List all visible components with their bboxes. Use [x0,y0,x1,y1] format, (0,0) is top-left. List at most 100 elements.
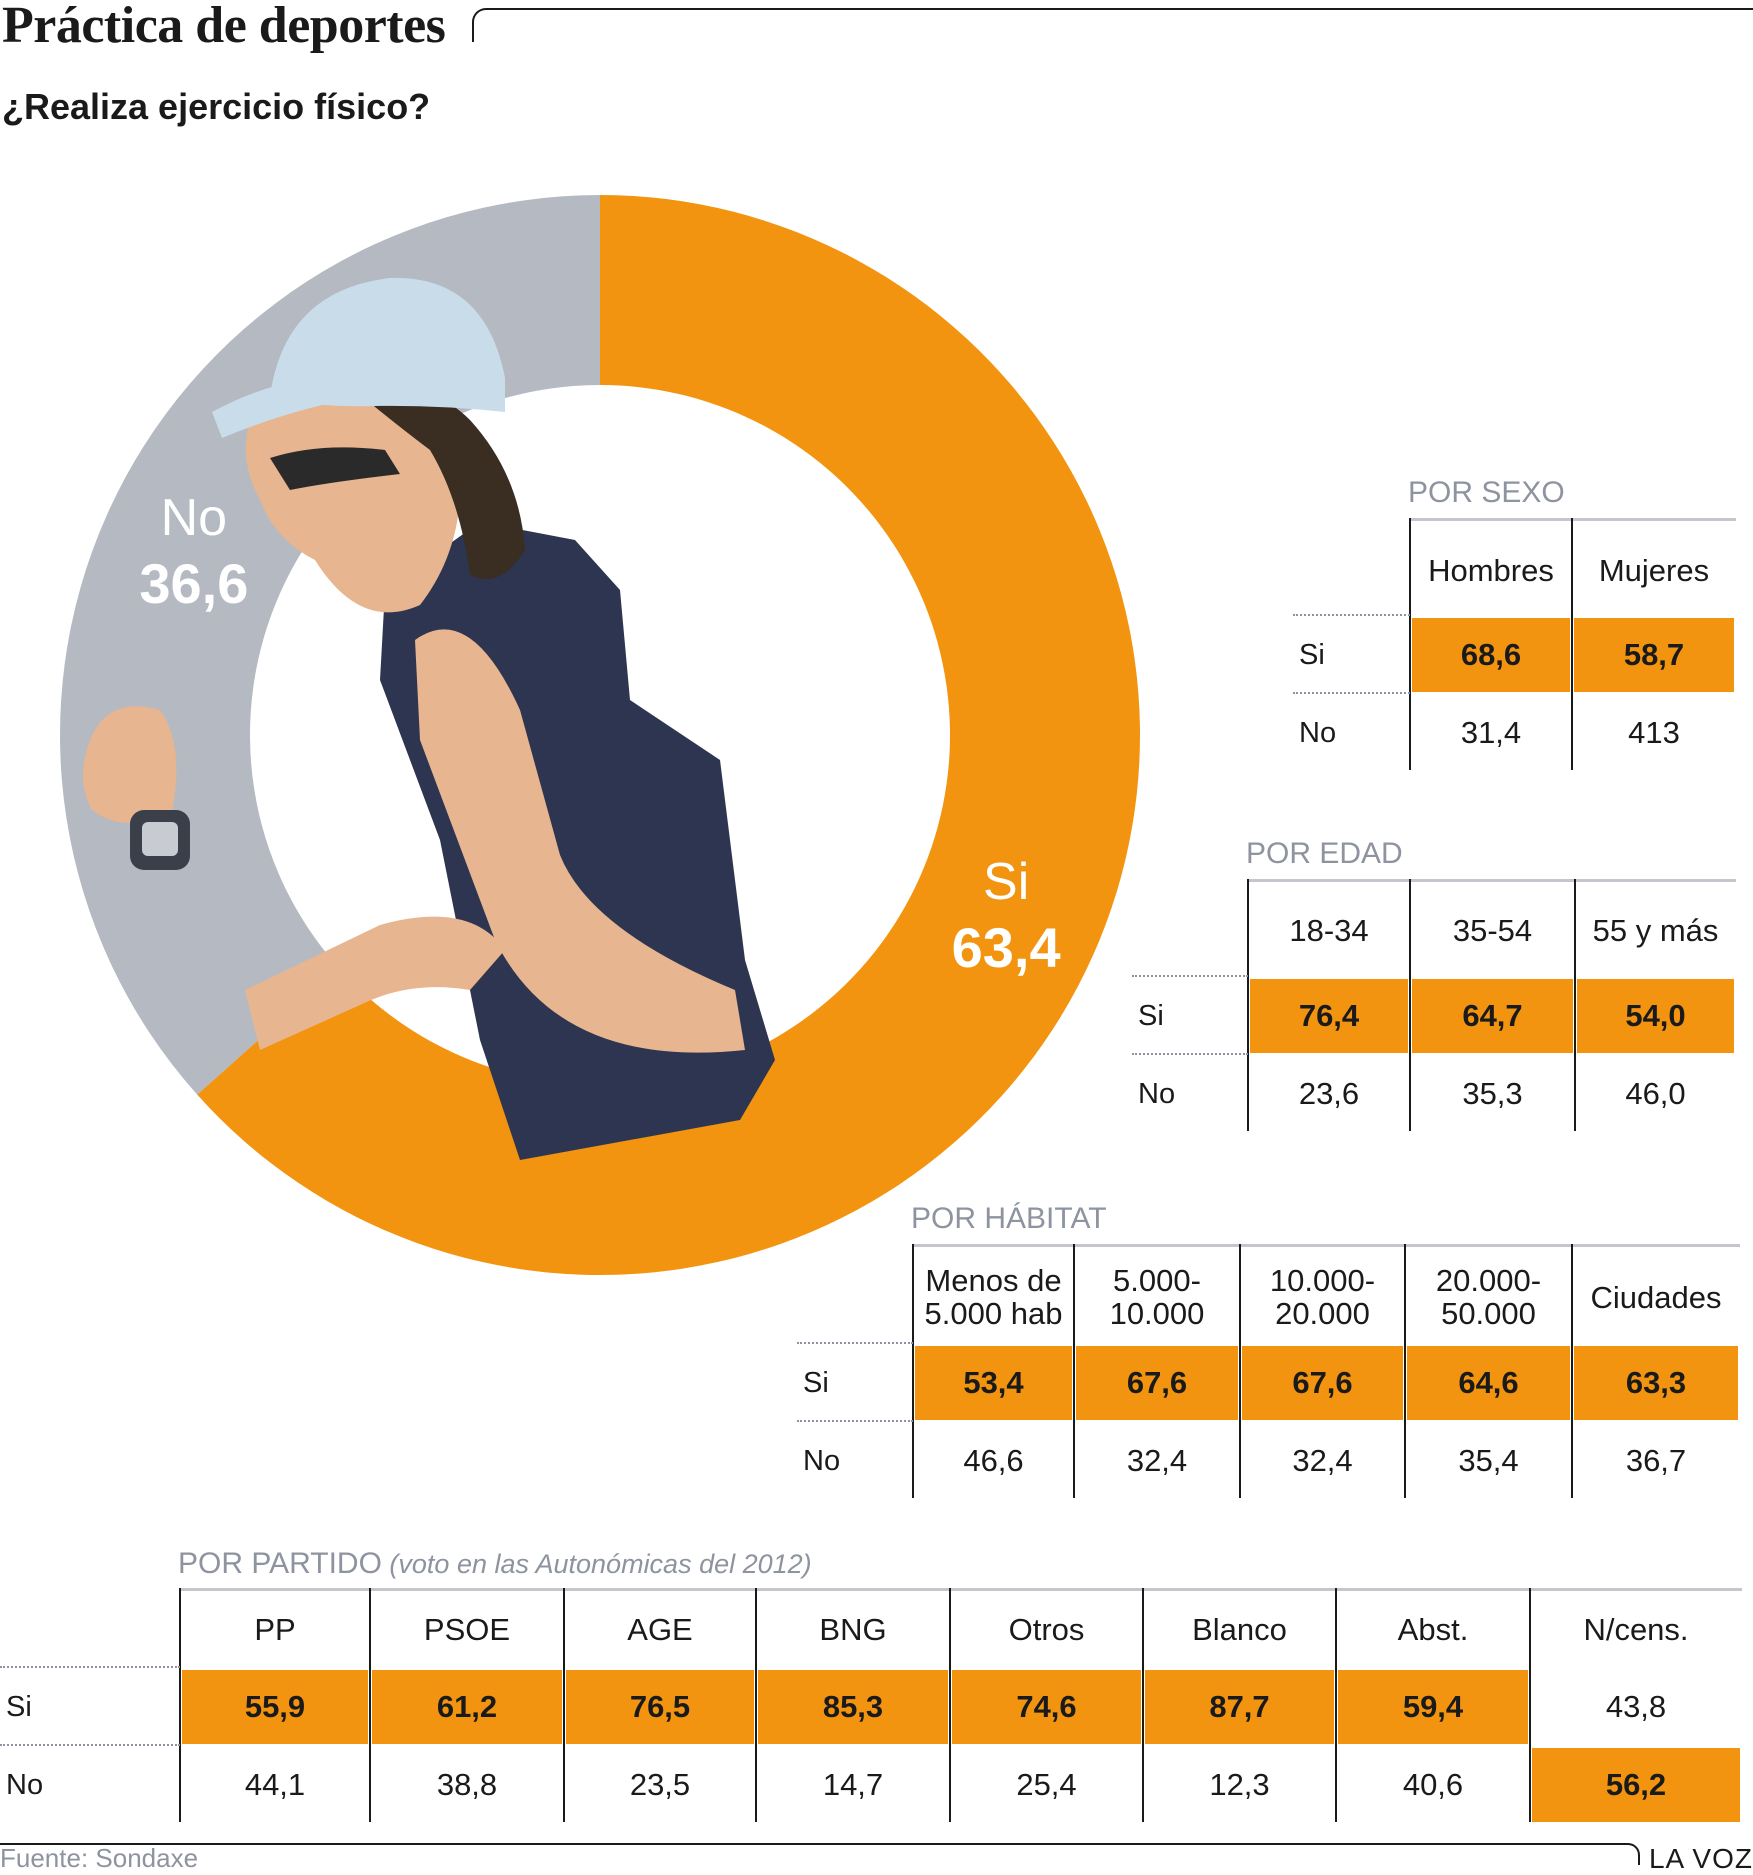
table-column-rule [1239,1244,1241,1498]
donut-value-no: 36,6 [139,552,248,615]
row-label-si: Si [6,1690,32,1723]
row-label-no: No [1299,716,1337,749]
table-cell: 64,6 [1407,1346,1570,1420]
column-header-line: 55 y más [1592,912,1719,948]
row-label-si: Si [1299,638,1325,671]
table-column-rule [1073,1244,1075,1498]
row-separator [1132,1053,1248,1055]
table-column-rule [755,1588,757,1822]
row-separator [1293,692,1410,694]
brand-logo: LA VOZ [1648,1843,1753,1874]
column-header-line: AGE [627,1611,693,1647]
table-column-rule [1409,879,1411,1131]
row-separator [1293,614,1410,616]
table-cell: 23,6 [1298,1075,1360,1111]
row-label-si: Si [1138,999,1164,1032]
table-cell: 46,6 [963,1442,1024,1478]
column-header: 18-34 [1248,890,1410,972]
table-cell: 36,7 [1625,1442,1687,1478]
row-label-no: No [803,1444,841,1477]
table-column-rule [1247,879,1249,1131]
chart-title: Práctica de deportes [2,0,446,54]
table-column-rule [1404,1244,1406,1498]
donut-label-no: No [161,489,227,547]
table-column-rule [1571,1244,1573,1498]
table-cell: 63,3 [1574,1346,1738,1420]
donut-value-si: 63,4 [952,916,1061,979]
column-header-line: Mujeres [1598,552,1710,588]
table-title: POR HÁBITAT [911,1202,1107,1235]
column-header: 35-54 [1410,890,1575,972]
column-header-line: Menos de [925,1263,1062,1299]
table-cell: 58,7 [1574,618,1734,692]
column-header-line: PSOE [423,1611,511,1647]
column-header: Menos de 5.000 hab [913,1252,1074,1344]
table-cell: 53,4 [915,1346,1072,1420]
column-header-line: 18-34 [1289,912,1369,948]
column-header: 5.000- 10.000 [1074,1252,1240,1344]
column-header-line: N/cens. [1583,1611,1689,1647]
row-separator [797,1342,913,1344]
table-top-rule [1248,879,1736,882]
table-cell: 35,3 [1462,1075,1523,1111]
row-separator [1132,975,1248,977]
donut-slice-no [60,194,600,1095]
column-header-line: 10.000- [1269,1263,1376,1299]
column-header-line: Otros [1008,1611,1085,1647]
column-header: Hombres [1410,530,1572,612]
column-header: BNG [756,1594,950,1666]
table-column-rule [912,1244,914,1498]
table-cell: 35,4 [1458,1442,1519,1478]
table-cell: 44,1 [244,1766,306,1802]
table-cell: 46,0 [1625,1075,1686,1111]
column-header: PSOE [370,1594,564,1666]
table-cell: 67,6 [1076,1346,1238,1420]
table-cell: 67,6 [1242,1346,1403,1420]
table-cell: 23,5 [629,1766,691,1802]
column-header: PP [180,1594,370,1666]
row-separator [0,1744,180,1746]
table-cell: 54,0 [1577,979,1734,1053]
table-cell: 76,5 [566,1670,754,1744]
table-column-rule [563,1588,565,1822]
table-cell: 40,6 [1402,1766,1464,1802]
table-cell: 87,7 [1145,1670,1334,1744]
table-cell: 31,4 [1460,714,1522,750]
runner-photo [82,277,775,1160]
column-header-line: 20.000- [1435,1263,1542,1299]
title-rule [472,8,1753,42]
row-label-no: No [6,1768,44,1801]
column-header: Blanco [1143,1594,1336,1666]
table-column-rule [949,1588,951,1822]
table-column-rule [1529,1588,1531,1822]
table-cell: 38,8 [436,1766,498,1802]
column-header: 20.000- 50.000 [1405,1252,1572,1344]
column-header: 55 y más [1575,890,1736,972]
table-column-rule [1409,518,1411,770]
row-separator [0,1666,180,1668]
table-cell: 59,4 [1338,1670,1528,1744]
column-header-line: Abst. [1397,1611,1469,1647]
column-header: Abst. [1336,1594,1530,1666]
table-cell: 32,4 [1126,1442,1188,1478]
table-title: POR PARTIDO (voto en las Autonómicas del… [178,1547,812,1580]
table-title: POR SEXO [1408,476,1565,509]
table-column-rule [1335,1588,1337,1822]
table-column-rule [1574,879,1576,1131]
table-top-rule [913,1244,1740,1247]
table-cell: 64,7 [1412,979,1573,1053]
column-header: 10.000- 20.000 [1240,1252,1405,1344]
table-column-rule [369,1588,371,1822]
table-column-rule [1571,518,1573,770]
column-header-line: 5.000 hab [924,1296,1063,1331]
column-header-line: 50.000 [1441,1296,1536,1331]
table-title: POR EDAD [1246,837,1403,870]
table-column-rule [1142,1588,1144,1822]
row-separator [797,1420,913,1422]
column-header-line: 10.000 [1109,1296,1205,1331]
column-header-line: Hombres [1428,552,1554,588]
donut-slice-si [197,195,1140,1275]
column-header: Otros [950,1594,1143,1666]
table-cell: 74,6 [952,1670,1141,1744]
row-label-no: No [1138,1077,1176,1110]
